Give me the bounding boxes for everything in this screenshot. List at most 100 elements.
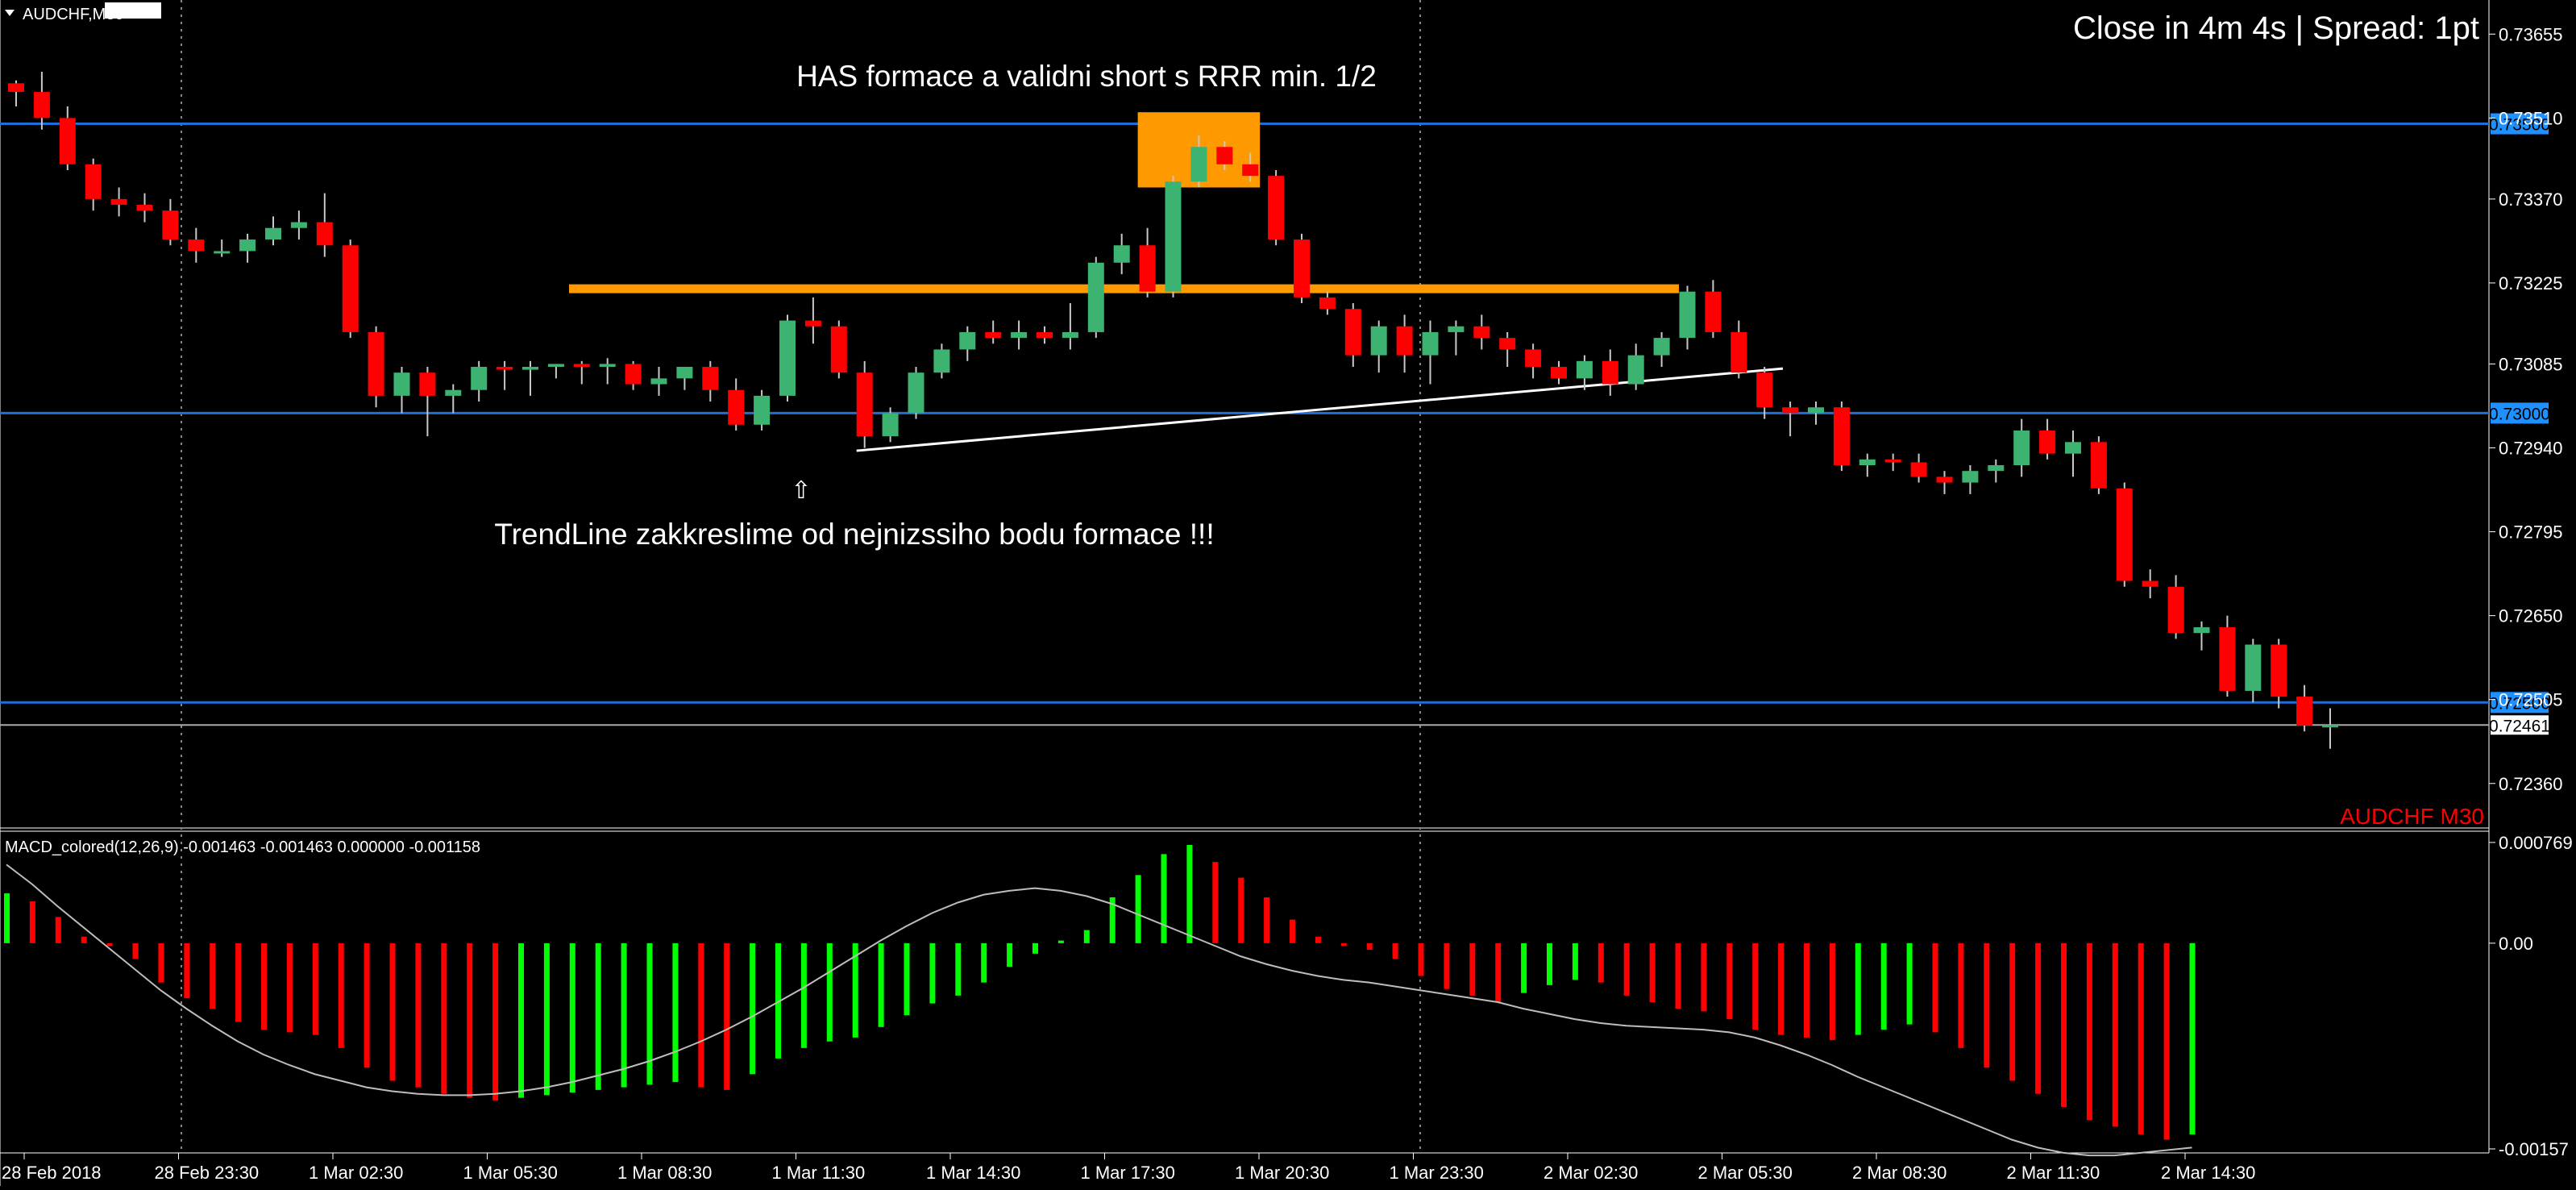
macd-histogram-bar bbox=[1264, 897, 1270, 943]
macd-histogram-bar bbox=[1701, 942, 1707, 1012]
bearish-candle bbox=[1525, 349, 1542, 367]
price-level-tag-label: 0.73000 bbox=[2489, 405, 2550, 423]
bearish-candle bbox=[2271, 644, 2287, 697]
macd-histogram-bar bbox=[1007, 942, 1013, 967]
macd-histogram-bar bbox=[1418, 942, 1424, 976]
bearish-candle bbox=[1319, 297, 1336, 310]
bearish-candle bbox=[1756, 372, 1773, 408]
macd-histogram-bar bbox=[1495, 942, 1502, 1002]
bearish-candle bbox=[368, 331, 384, 396]
bullish-candle bbox=[522, 366, 538, 370]
time-axis-tick-label: 2 Mar 02:30 bbox=[1544, 1163, 1638, 1183]
macd-histogram-bar bbox=[1726, 942, 1733, 1020]
time-axis-tick-label: 1 Mar 02:30 bbox=[309, 1163, 403, 1183]
macd-histogram-bar bbox=[672, 942, 679, 1083]
annotation-note[interactable]: TrendLine zakkreslime od nejnizssiho bod… bbox=[494, 518, 1214, 551]
macd-histogram-bar bbox=[1829, 942, 1835, 1041]
bearish-candle bbox=[85, 164, 102, 199]
time-axis-tick-label: 1 Mar 08:30 bbox=[617, 1163, 712, 1183]
annotation-title[interactable]: HAS formace a validni short s RRR min. 1… bbox=[796, 60, 1377, 93]
macd-histogram-bar bbox=[1186, 845, 1193, 943]
bullish-candle bbox=[908, 372, 924, 414]
bullish-candle bbox=[1165, 181, 1182, 292]
macd-histogram-bar bbox=[1675, 942, 1681, 1009]
bullish-candle bbox=[1576, 360, 1593, 379]
bearish-candle bbox=[188, 239, 205, 252]
price-level-tag bbox=[2491, 402, 2549, 424]
macd-histogram-bar bbox=[235, 942, 242, 1022]
macd-histogram-bar bbox=[1880, 942, 1887, 1030]
bearish-candle bbox=[1396, 326, 1413, 356]
bearish-candle bbox=[1268, 176, 1285, 240]
macd-histogram-bar bbox=[955, 942, 962, 996]
macd-histogram-bar bbox=[312, 942, 318, 1035]
bullish-candle bbox=[290, 222, 307, 228]
bearish-candle bbox=[1216, 147, 1233, 164]
macd-histogram-bar bbox=[106, 942, 113, 947]
bullish-candle bbox=[779, 320, 796, 396]
bearish-candle bbox=[316, 222, 333, 246]
bearish-candle bbox=[1139, 245, 1156, 292]
macd-histogram-bar bbox=[2163, 942, 2170, 1140]
macd-histogram-bar bbox=[1804, 942, 1809, 1038]
bearish-candle bbox=[1294, 239, 1310, 298]
bullish-candle bbox=[2065, 442, 2081, 454]
macd-histogram-bar bbox=[1212, 862, 1219, 943]
bearish-candle bbox=[2142, 580, 2158, 587]
macd-axis-tick-label: 0.000769 bbox=[2499, 833, 2573, 853]
macd-histogram-bar bbox=[492, 942, 499, 1101]
bearish-candle bbox=[702, 366, 719, 390]
macd-histogram-bar bbox=[4, 893, 10, 943]
dropdown-triangle-icon[interactable] bbox=[5, 10, 15, 16]
macd-histogram-bar bbox=[1238, 877, 1244, 943]
macd-histogram-bar bbox=[595, 942, 601, 1090]
bullish-candle bbox=[2193, 626, 2210, 634]
macd-histogram-bar bbox=[55, 917, 61, 943]
time-axis-tick-label: 1 Mar 17:30 bbox=[1081, 1163, 1175, 1183]
bearish-candle bbox=[625, 364, 642, 385]
bullish-candle bbox=[1011, 331, 1028, 339]
bearish-candle bbox=[2296, 697, 2313, 726]
bullish-candle bbox=[1988, 465, 2005, 472]
macd-histogram-bar bbox=[2138, 942, 2144, 1135]
macd-histogram-bar bbox=[1392, 942, 1398, 959]
price-axis-tick-label: 0.73370 bbox=[2499, 189, 2563, 210]
bearish-candle bbox=[497, 366, 513, 370]
bullish-candle bbox=[1062, 331, 1078, 339]
bearish-candle bbox=[1936, 476, 1953, 483]
price-level-tag-label: 0.73500 bbox=[2489, 116, 2550, 135]
bearish-candle bbox=[1551, 366, 1567, 379]
time-axis-tick-label: 1 Mar 20:30 bbox=[1235, 1163, 1329, 1183]
macd-histogram-bar bbox=[1906, 942, 1913, 1025]
price-axis-tick-label: 0.73510 bbox=[2499, 108, 2563, 128]
macd-histogram-bar bbox=[2086, 942, 2092, 1121]
macd-histogram-bar bbox=[1932, 942, 1938, 1033]
time-axis-tick-label: 1 Mar 05:30 bbox=[463, 1163, 558, 1183]
one-click-trading-icon[interactable] bbox=[105, 2, 161, 19]
macd-histogram-bar bbox=[467, 942, 473, 1098]
bearish-candle bbox=[2090, 442, 2107, 489]
macd-histogram-bar bbox=[210, 942, 216, 1009]
price-level-tag bbox=[2491, 113, 2549, 135]
up-arrow-icon[interactable]: ⇧ bbox=[791, 477, 811, 504]
macd-histogram-bar bbox=[364, 942, 370, 1068]
macd-histogram-bar bbox=[1135, 875, 1141, 943]
macd-histogram-bar bbox=[1366, 942, 1373, 950]
macd-histogram-bar bbox=[1083, 930, 1090, 943]
macd-histogram-bar bbox=[1315, 936, 1321, 943]
macd-title: MACD_colored(12,26,9) -0.001463 -0.00146… bbox=[5, 838, 480, 856]
bullish-candle bbox=[1962, 471, 1979, 483]
bearish-candle bbox=[1344, 309, 1361, 356]
price-axis-tick-label: 0.73085 bbox=[2499, 354, 2563, 374]
bearish-candle bbox=[110, 198, 127, 206]
bearish-candle bbox=[1730, 331, 1747, 373]
bearish-candle bbox=[804, 320, 821, 327]
bullish-candle bbox=[882, 413, 899, 437]
bullish-candle bbox=[1627, 355, 1644, 385]
bullish-candle bbox=[676, 366, 693, 379]
macd-histogram-bar bbox=[286, 942, 293, 1033]
macd-histogram-bar bbox=[621, 942, 627, 1088]
current-price-tag bbox=[2491, 715, 2549, 735]
